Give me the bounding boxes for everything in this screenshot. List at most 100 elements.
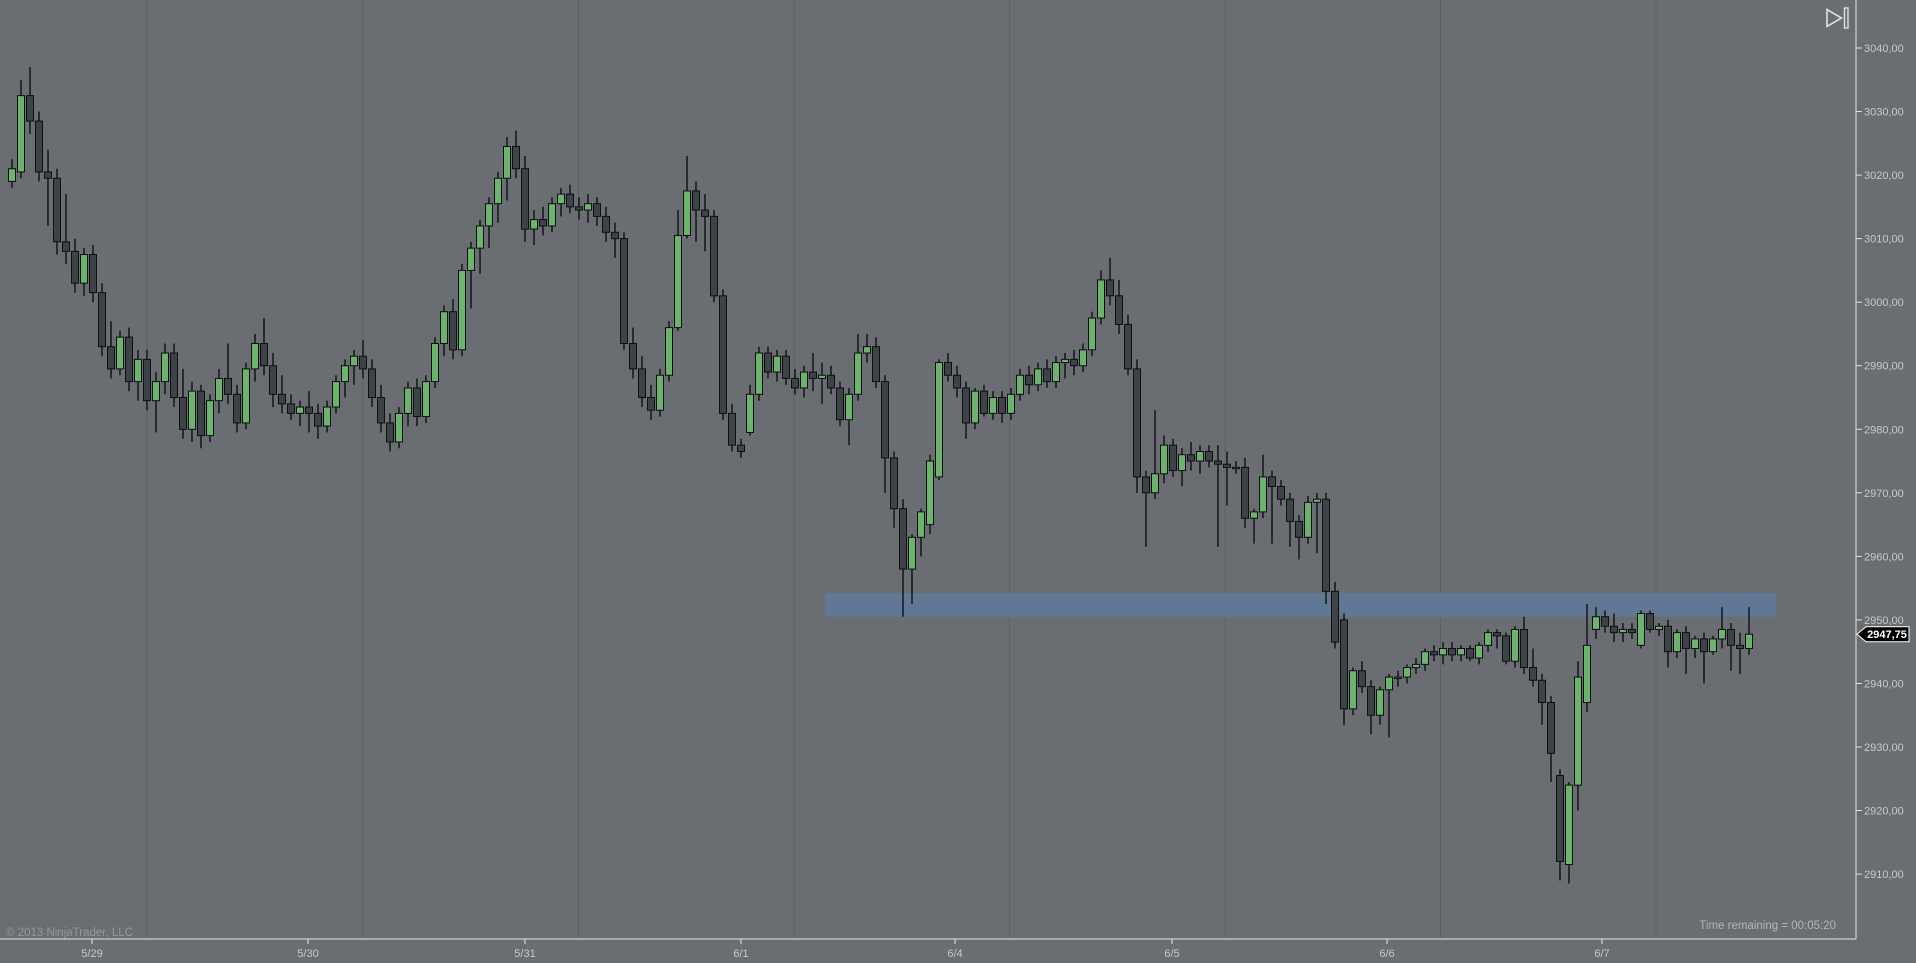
candle-body: [89, 254, 97, 294]
candle-body: [1601, 616, 1609, 627]
candle: [593, 197, 601, 226]
candle-body: [1394, 676, 1402, 679]
candle-body: [1457, 648, 1465, 656]
copyright-label: © 2013 NinjaTrader, LLC: [6, 927, 133, 939]
candle: [647, 384, 655, 420]
candle: [800, 365, 808, 398]
candle: [710, 210, 718, 303]
candle: [575, 197, 583, 220]
candle: [980, 384, 988, 417]
candle: [98, 283, 106, 357]
candle: [1241, 457, 1249, 528]
candle: [107, 321, 115, 379]
candle-body: [359, 355, 367, 370]
candle-body: [404, 387, 412, 414]
candle-body: [1520, 628, 1528, 669]
candle: [584, 194, 592, 223]
candle: [638, 356, 646, 408]
candle: [1673, 629, 1681, 659]
candle: [1538, 673, 1546, 725]
candle: [1169, 438, 1177, 477]
candle-body: [809, 371, 817, 379]
candle: [872, 337, 880, 388]
candle-body: [836, 387, 844, 421]
candle: [1259, 454, 1267, 519]
candle-body: [935, 362, 943, 478]
candle-body: [1106, 279, 1114, 297]
candle-body: [476, 225, 484, 249]
x-axis-scale[interactable]: 5/29 5/30 5/31 6/1 6/4 6/5 6/6 6/7: [81, 939, 1610, 960]
candle: [1664, 619, 1672, 668]
candle-body: [1565, 784, 1573, 866]
x-axis-label: 6/5: [1164, 948, 1179, 960]
candle-body: [143, 358, 151, 402]
candle-body: [1025, 374, 1033, 386]
candle-body: [1709, 638, 1717, 653]
candle-body: [521, 168, 529, 230]
candle-body: [1448, 648, 1456, 656]
candle: [413, 378, 421, 427]
candle-body: [332, 381, 340, 408]
candle: [332, 375, 340, 414]
candle: [917, 508, 925, 557]
candle-body: [1115, 295, 1123, 325]
candle: [449, 299, 457, 360]
candle: [1709, 635, 1717, 655]
candle: [1016, 368, 1024, 401]
candle: [1088, 311, 1096, 357]
candle-body: [107, 346, 115, 370]
candle: [395, 407, 403, 449]
candle-body: [1016, 374, 1024, 395]
candle-body: [1628, 628, 1636, 634]
y-axis-label: 2940,00: [1864, 678, 1904, 690]
candle-body: [800, 371, 808, 389]
candle-body: [674, 234, 682, 329]
candle-body: [1376, 689, 1384, 716]
x-axis-label: 6/6: [1379, 948, 1394, 960]
candle: [215, 368, 223, 414]
candle-body: [1331, 590, 1339, 643]
candle: [125, 327, 133, 392]
candle-body: [431, 342, 439, 383]
candle: [1034, 362, 1042, 392]
candle-body: [1700, 638, 1708, 653]
candle-body: [485, 203, 493, 227]
candle: [350, 349, 358, 385]
session-gridlines: [146, 0, 1657, 939]
candle-body: [584, 203, 592, 211]
candle-body: [440, 311, 448, 344]
candle: [764, 346, 772, 379]
candle: [1655, 623, 1663, 636]
candle: [845, 387, 853, 446]
candle-body: [791, 377, 799, 389]
candle: [863, 333, 871, 363]
candle-body: [665, 327, 673, 376]
candle: [899, 499, 907, 617]
candle: [728, 403, 736, 452]
candle: [1025, 365, 1033, 395]
candle-body: [1052, 362, 1060, 383]
candle-body: [890, 457, 898, 510]
candle: [53, 168, 61, 255]
candle-body: [692, 190, 700, 211]
candle: [1574, 661, 1582, 811]
candle: [1142, 470, 1150, 547]
candle-body: [98, 292, 106, 348]
support-zone-rectangle[interactable]: [825, 592, 1776, 617]
candle: [1376, 686, 1384, 725]
candle-body: [116, 336, 124, 370]
y-axis-scale[interactable]: 3040,00 3030,00 3020,00 3010,00 3000,00 2990,…: [1856, 43, 1904, 881]
candle: [179, 368, 187, 439]
step-forward-icon[interactable]: [1826, 7, 1849, 29]
candle-body: [17, 95, 25, 173]
candle: [665, 321, 673, 382]
candle: [206, 394, 214, 442]
candle-body: [1349, 670, 1357, 710]
candle-body: [1529, 667, 1537, 681]
candle-body: [1151, 473, 1159, 494]
candle: [170, 343, 178, 408]
candle: [1736, 632, 1744, 674]
candle-body: [1583, 644, 1591, 704]
candle: [1700, 632, 1708, 684]
